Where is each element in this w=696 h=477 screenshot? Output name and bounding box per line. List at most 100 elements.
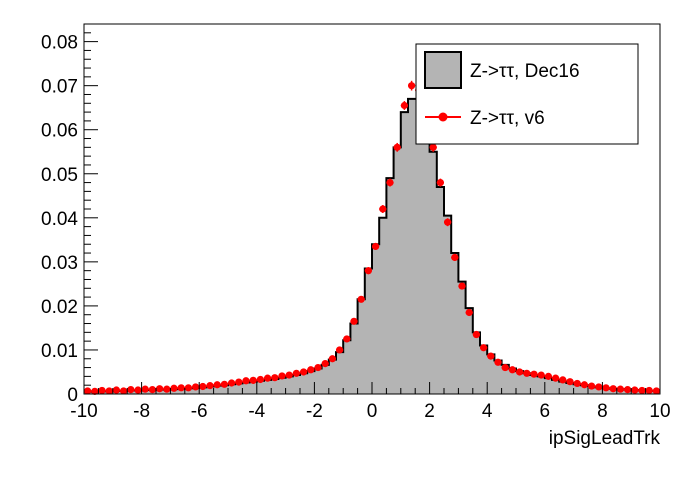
- y-tick-label: 0.08: [41, 33, 78, 54]
- data-point: [566, 378, 574, 386]
- data-point-marker: [206, 382, 214, 390]
- data-point-marker: [127, 385, 135, 394]
- data-point: [624, 385, 632, 394]
- y-tick-label: 0.06: [41, 121, 78, 142]
- x-tick-label: 4: [482, 401, 493, 422]
- data-point-marker: [213, 381, 221, 389]
- data-point: [105, 387, 113, 395]
- y-tick-label: 0: [67, 385, 78, 406]
- data-point: [148, 385, 156, 394]
- x-tick-label: -10: [70, 401, 97, 422]
- data-point: [386, 178, 394, 187]
- x-axis-label: ipSigLeadTrk: [549, 428, 661, 449]
- data-point-marker: [177, 384, 185, 392]
- data-point-marker: [120, 387, 128, 395]
- data-point-marker: [364, 267, 372, 275]
- data-point-marker: [566, 378, 574, 386]
- data-point: [84, 387, 92, 395]
- data-point: [328, 355, 336, 363]
- data-point: [638, 386, 646, 395]
- data-point: [523, 369, 531, 377]
- data-point-marker: [602, 384, 610, 392]
- data-point-marker: [516, 368, 524, 376]
- x-tick-label: 2: [424, 401, 435, 422]
- data-point-marker: [523, 369, 531, 377]
- y-tick-label: 0.03: [41, 253, 78, 274]
- data-point-marker: [192, 383, 200, 391]
- data-point: [192, 383, 200, 391]
- data-point: [616, 385, 625, 393]
- data-point: [458, 282, 466, 290]
- data-point-marker: [386, 178, 394, 187]
- data-point-marker: [184, 384, 192, 392]
- data-point: [444, 218, 452, 227]
- data-point-marker: [112, 386, 120, 394]
- data-point-marker: [544, 372, 553, 380]
- data-point: [645, 386, 653, 395]
- data-point: [408, 80, 416, 91]
- data-point-marker: [537, 371, 545, 379]
- y-tick-label: 0.01: [41, 341, 78, 362]
- data-point-marker: [343, 335, 351, 343]
- data-point-marker: [494, 358, 502, 366]
- data-point-marker: [242, 377, 250, 385]
- data-point: [314, 363, 322, 372]
- data-point: [300, 368, 308, 376]
- data-point: [580, 381, 589, 389]
- data-point: [472, 330, 480, 339]
- data-point: [343, 335, 351, 343]
- data-point-marker: [508, 366, 516, 374]
- data-point: [271, 374, 279, 382]
- data-point: [134, 386, 142, 394]
- data-point-marker: [141, 385, 149, 393]
- data-point: [177, 384, 185, 392]
- data-point-marker: [300, 368, 308, 376]
- x-tick-label: 6: [540, 401, 551, 422]
- y-tick-label: 0.05: [41, 165, 78, 186]
- data-point-marker: [408, 82, 416, 90]
- data-point-marker: [170, 384, 178, 392]
- data-point-marker: [451, 253, 459, 262]
- data-point-marker: [638, 386, 646, 395]
- data-point: [220, 380, 228, 388]
- data-point: [595, 383, 603, 391]
- data-point-marker: [220, 380, 228, 388]
- data-point-marker: [588, 382, 596, 390]
- data-point-marker: [645, 386, 653, 395]
- data-point: [91, 387, 99, 395]
- data-point: [573, 379, 581, 388]
- data-point: [400, 101, 408, 110]
- data-point-marker: [91, 387, 99, 395]
- data-point-marker: [148, 385, 156, 394]
- x-tick-label: 8: [597, 401, 608, 422]
- data-point-marker: [552, 374, 560, 382]
- y-axis: 0 0.01 0.02 0.03 0.04 0.05 0.06 0.07 0.08: [41, 23, 98, 406]
- data-point: [206, 382, 214, 390]
- data-point-marker: [393, 143, 401, 151]
- data-point-marker: [487, 352, 495, 360]
- data-point-marker: [631, 386, 639, 394]
- data-point: [184, 384, 192, 392]
- legend: Z->ττ, Dec16 Z->ττ, v6: [415, 43, 639, 145]
- data-point-marker: [444, 218, 452, 226]
- data-point: [537, 371, 545, 379]
- data-point-marker: [321, 360, 329, 368]
- data-point: [652, 387, 661, 395]
- data-point-marker: [336, 346, 344, 354]
- data-point: [480, 344, 488, 352]
- data-point-marker: [429, 143, 437, 151]
- data-point-marker: [559, 376, 567, 384]
- data-point-marker: [480, 344, 488, 352]
- data-point-marker: [652, 387, 661, 395]
- data-point: [256, 375, 264, 384]
- x-tick-label: 0: [367, 401, 378, 422]
- data-point-marker: [98, 386, 106, 395]
- data-point-marker: [501, 363, 509, 372]
- data-point: [609, 385, 617, 393]
- data-point-marker: [292, 369, 300, 377]
- data-point: [393, 142, 401, 152]
- data-point-marker: [595, 383, 603, 391]
- data-point-marker: [163, 385, 171, 393]
